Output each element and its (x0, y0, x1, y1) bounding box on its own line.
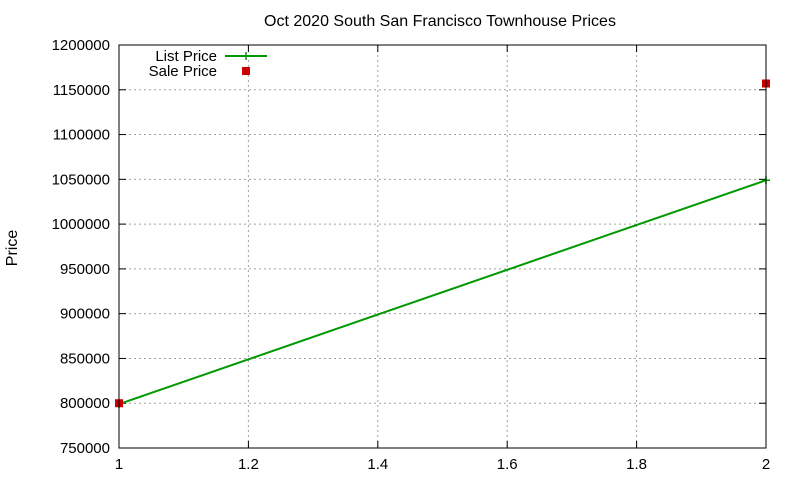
y-tick-label: 950000 (60, 261, 110, 278)
legend: List Price Sale Price (149, 48, 267, 80)
legend-label-sale-price: Sale Price (149, 63, 217, 80)
legend-label-list-price: List Price (155, 48, 217, 65)
y-tick-label: 1150000 (53, 82, 110, 99)
axis-ticks: 750000 800000 850000 900000 950000 1000000 105… (52, 37, 771, 473)
legend-swatch-sale-price (242, 67, 250, 75)
x-tick-label: 2 (762, 456, 770, 473)
y-tick-label: 850000 (60, 350, 110, 367)
x-tick-label: 1.6 (497, 456, 518, 473)
plot-series (115, 79, 770, 409)
x-tick-label: 1.8 (626, 456, 647, 473)
grid-lines (119, 45, 766, 448)
legend-marker-list-price (242, 52, 250, 60)
x-tick-label: 1.4 (367, 456, 388, 473)
y-tick-label: 1100000 (53, 127, 110, 144)
y-axis-label: Price (4, 230, 21, 267)
y-tick-label: 800000 (60, 395, 110, 412)
plot-frame (118, 44, 767, 449)
x-tick-label: 1.2 (238, 456, 259, 473)
y-tick-label: 900000 (60, 306, 110, 323)
y-tick-label: 1200000 (52, 37, 110, 54)
list-price-line (118, 179, 767, 406)
y-tick-label: 1050000 (52, 171, 110, 188)
x-tick-label: 1 (115, 456, 123, 473)
y-tick-label: 1000000 (52, 216, 110, 233)
y-tick-label: 750000 (60, 440, 110, 457)
chart-title: Oct 2020 South San Francisco Townhouse P… (264, 13, 616, 30)
